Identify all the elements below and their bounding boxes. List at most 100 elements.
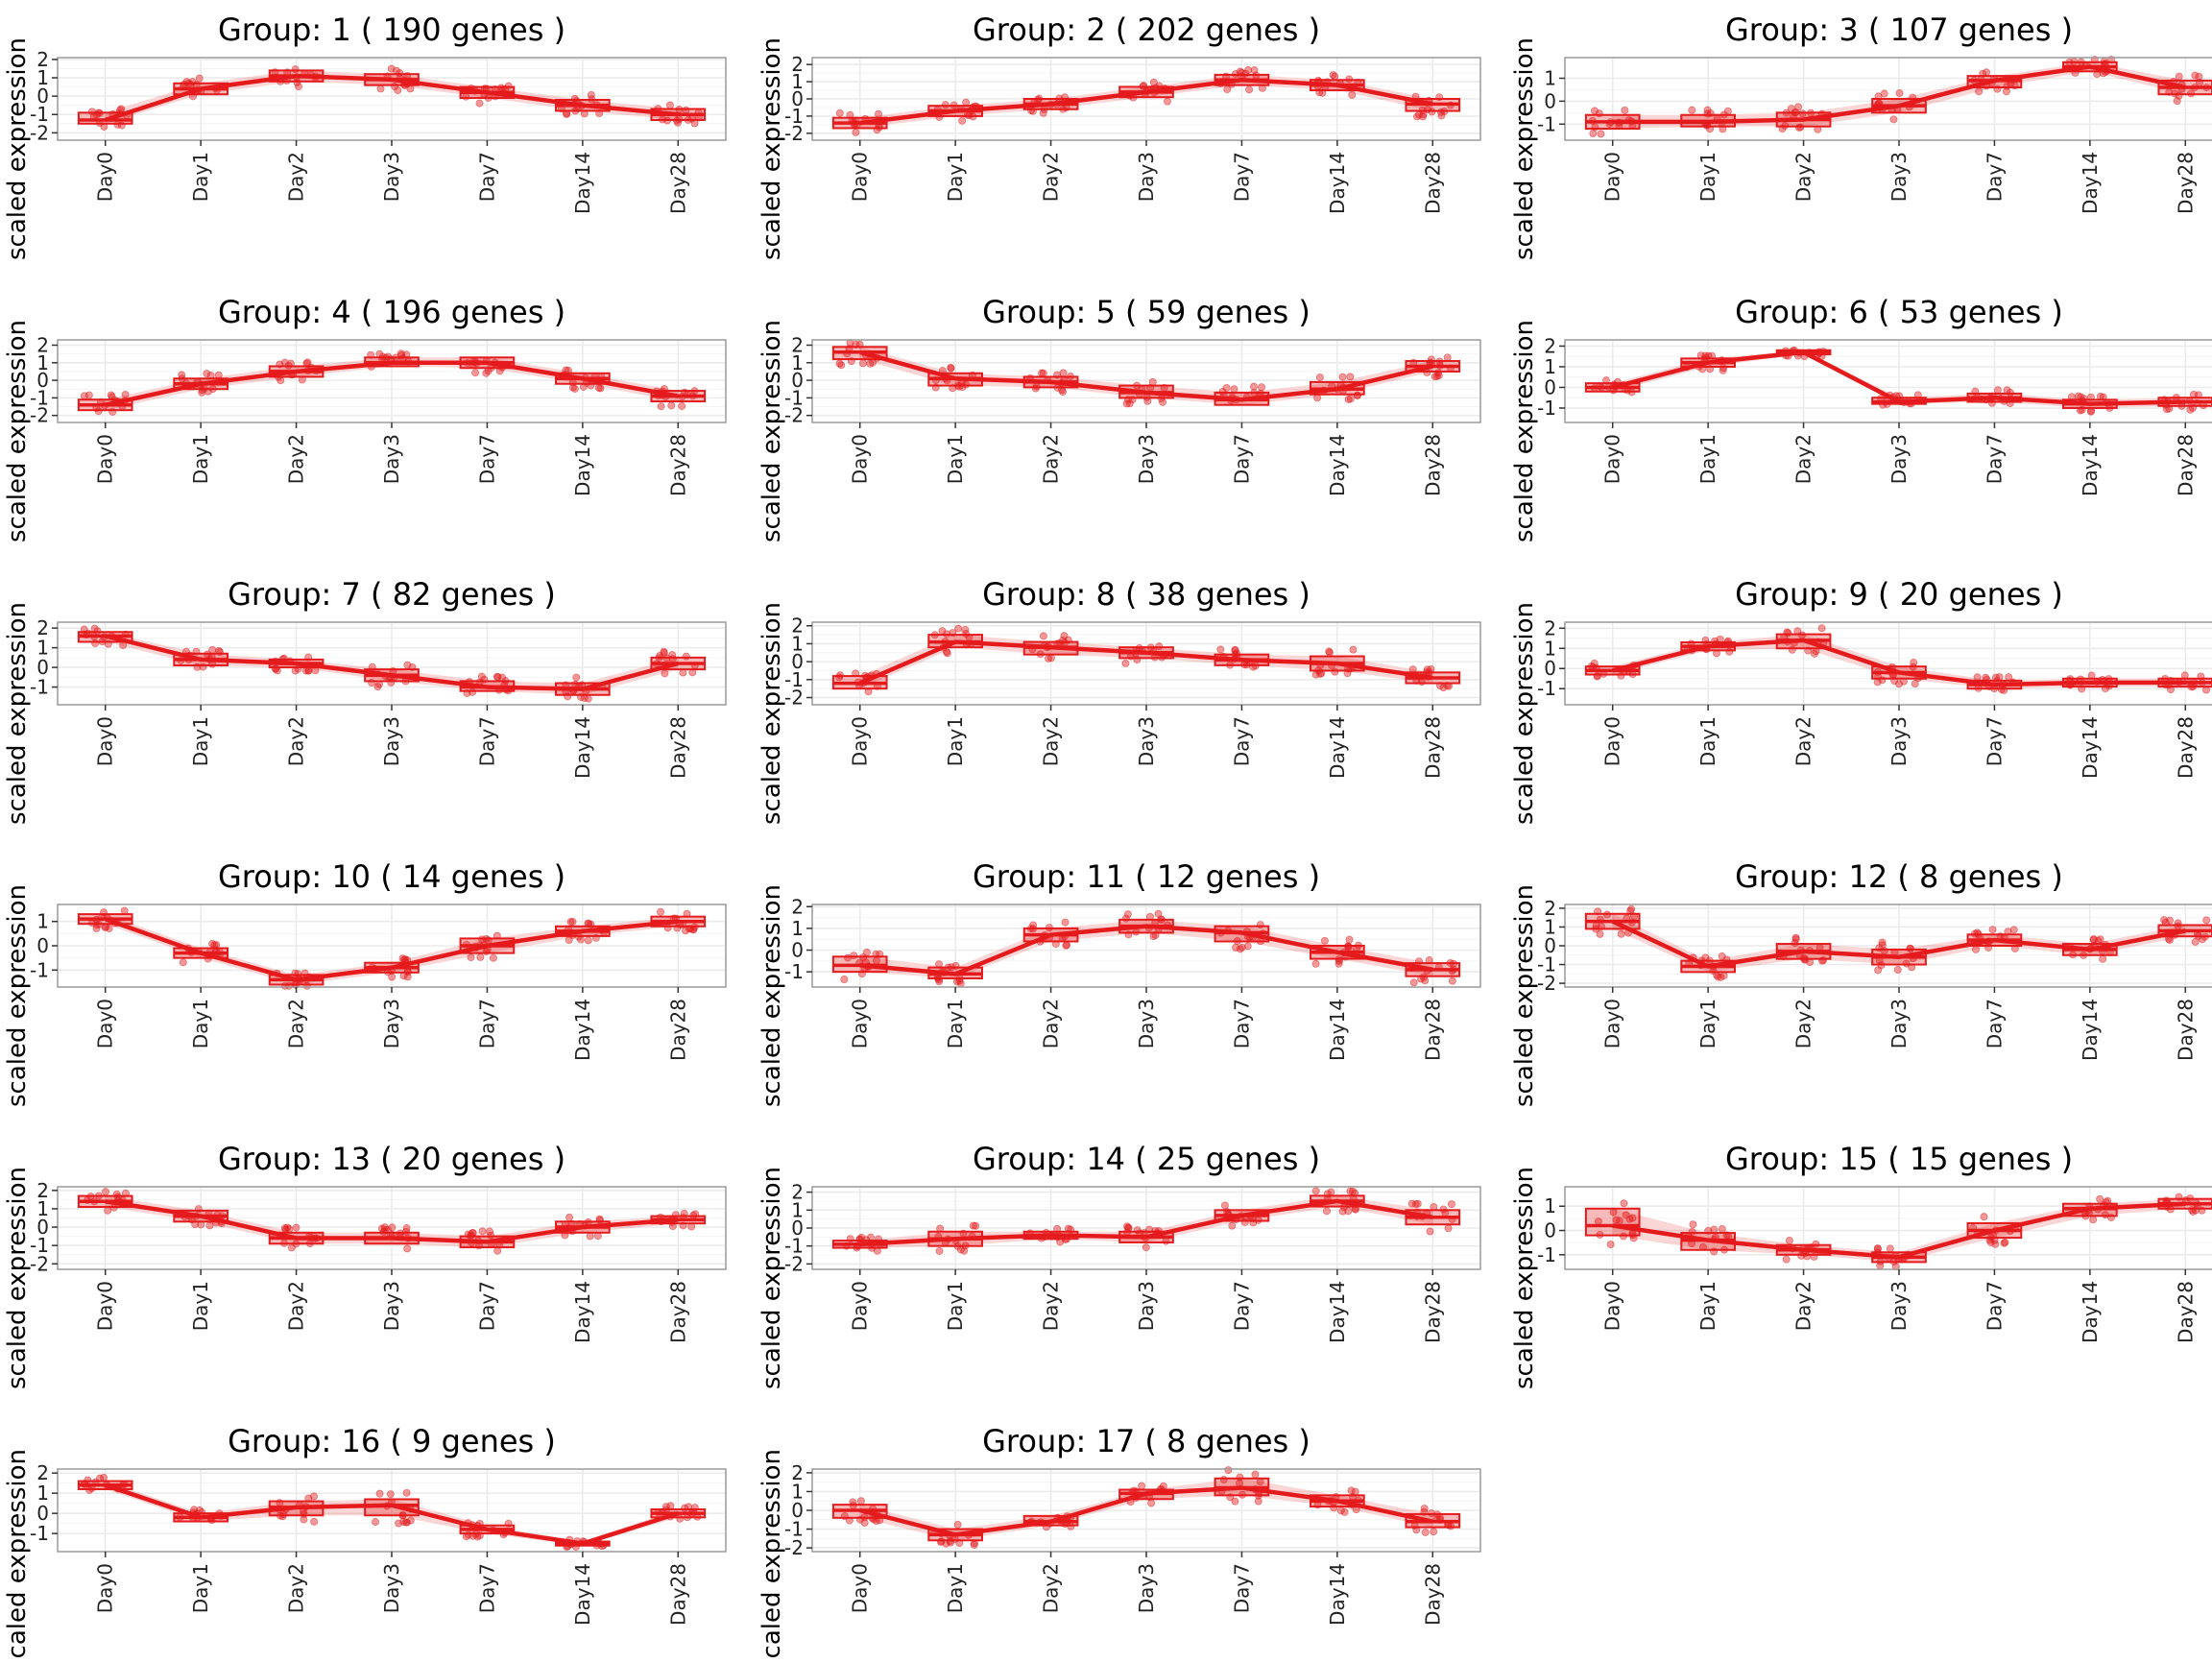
data-point — [1039, 632, 1047, 640]
x-tick-label: Day1 — [189, 999, 212, 1048]
data-point — [1447, 1200, 1455, 1209]
data-point — [388, 1223, 397, 1232]
x-tick-label: Day0 — [849, 152, 872, 202]
data-point — [493, 672, 502, 681]
x-tick-label: Day7 — [1230, 999, 1253, 1048]
y-axis-label: scaled expression — [3, 320, 32, 542]
data-point — [935, 1246, 944, 1255]
x-tick-label: Day7 — [1230, 1281, 1253, 1331]
x-tick-label: Day3 — [1135, 999, 1158, 1048]
data-point — [2096, 935, 2104, 944]
data-point — [969, 1221, 977, 1230]
data-point — [584, 936, 592, 945]
x-tick-label: Day2 — [285, 1281, 308, 1331]
data-point — [117, 105, 126, 113]
series-ribbon — [105, 1481, 679, 1546]
data-point — [1220, 1201, 1229, 1210]
data-point — [1258, 383, 1266, 392]
data-point — [300, 1515, 308, 1524]
data-point — [104, 1206, 112, 1215]
y-axis-label: scaled expression — [3, 1167, 32, 1389]
y-tick-label: -1 — [784, 668, 804, 691]
data-point — [1993, 386, 2002, 395]
y-tick-label: -2 — [30, 121, 49, 144]
x-tick-label: Day28 — [666, 152, 689, 214]
data-point — [584, 694, 592, 703]
x-tick-label: Day3 — [1887, 999, 1911, 1048]
x-tick-label: Day14 — [1326, 1281, 1349, 1343]
y-tick-label: -1 — [784, 386, 804, 409]
x-tick-label: Day0 — [1601, 999, 1624, 1048]
data-point — [2003, 386, 2011, 395]
data-point — [482, 369, 491, 377]
data-point — [386, 1490, 395, 1499]
y-tick-label: 1 — [36, 66, 49, 89]
data-point — [943, 649, 951, 658]
data-point — [1817, 624, 1826, 633]
data-point — [1061, 918, 1070, 927]
data-point — [678, 401, 686, 410]
data-point — [2009, 926, 2018, 934]
data-point — [661, 669, 669, 678]
data-point — [1313, 394, 1322, 402]
x-tick-label: Day28 — [666, 434, 689, 496]
y-tick-label: 2 — [36, 48, 49, 71]
data-point — [1878, 938, 1887, 947]
data-point — [1345, 935, 1354, 944]
x-tick-label: Day14 — [571, 1281, 594, 1343]
y-axis-label: scaled expression — [1510, 884, 1539, 1107]
y-tick-label: 2 — [36, 1461, 49, 1484]
series-ribbon — [859, 347, 1433, 405]
data-point — [665, 101, 674, 109]
y-tick-label: 0 — [36, 369, 49, 392]
series-line — [1612, 1201, 2186, 1260]
data-point — [1988, 926, 1997, 934]
y-tick-label: 0 — [791, 87, 804, 110]
x-tick-label: Day14 — [571, 999, 594, 1061]
y-axis-label: scaled expression — [1510, 37, 1539, 260]
data-point — [476, 952, 485, 961]
data-point — [835, 108, 844, 117]
data-point — [576, 935, 585, 944]
x-tick-label: Day3 — [1135, 716, 1158, 766]
data-point — [1149, 78, 1158, 86]
data-point — [972, 1221, 980, 1230]
data-point — [1628, 1214, 1637, 1222]
y-tick-label: 2 — [791, 333, 804, 356]
data-point — [1895, 88, 1904, 97]
y-tick-label: 0 — [1544, 657, 1556, 680]
y-tick-label: -2 — [1537, 972, 1556, 995]
x-tick-label: Day0 — [849, 999, 872, 1048]
x-tick-label: Day7 — [475, 1563, 498, 1613]
y-tick-label: 1 — [1544, 637, 1556, 660]
data-point — [1311, 959, 1320, 968]
panel-title: Group: 4 ( 196 genes ) — [218, 294, 565, 330]
x-tick-label: Day14 — [571, 716, 594, 779]
y-tick-label: 0 — [791, 1217, 804, 1240]
x-tick-label: Day7 — [1983, 152, 2006, 202]
data-point — [970, 1540, 978, 1549]
x-tick-label: Day2 — [285, 434, 308, 484]
y-tick-label: -2 — [784, 1252, 804, 1275]
data-point — [1723, 107, 1732, 115]
data-point — [1689, 1220, 1697, 1229]
data-point — [294, 83, 302, 91]
data-point — [1236, 945, 1244, 953]
x-tick-label: Day3 — [380, 434, 403, 484]
data-point — [493, 1246, 502, 1255]
data-point — [1991, 1240, 2000, 1248]
data-point — [178, 371, 186, 379]
panel-title: Group: 15 ( 15 genes ) — [1725, 1141, 2073, 1177]
data-point — [1228, 1221, 1237, 1230]
x-tick-label: Day14 — [571, 434, 594, 496]
data-point — [208, 645, 217, 654]
x-tick-label: Day3 — [1887, 434, 1911, 484]
y-tick-label: 1 — [36, 1482, 49, 1505]
data-point — [1412, 112, 1421, 121]
data-point — [1448, 976, 1456, 985]
x-tick-label: Day28 — [2174, 152, 2197, 214]
x-tick-label: Day0 — [849, 1563, 872, 1613]
